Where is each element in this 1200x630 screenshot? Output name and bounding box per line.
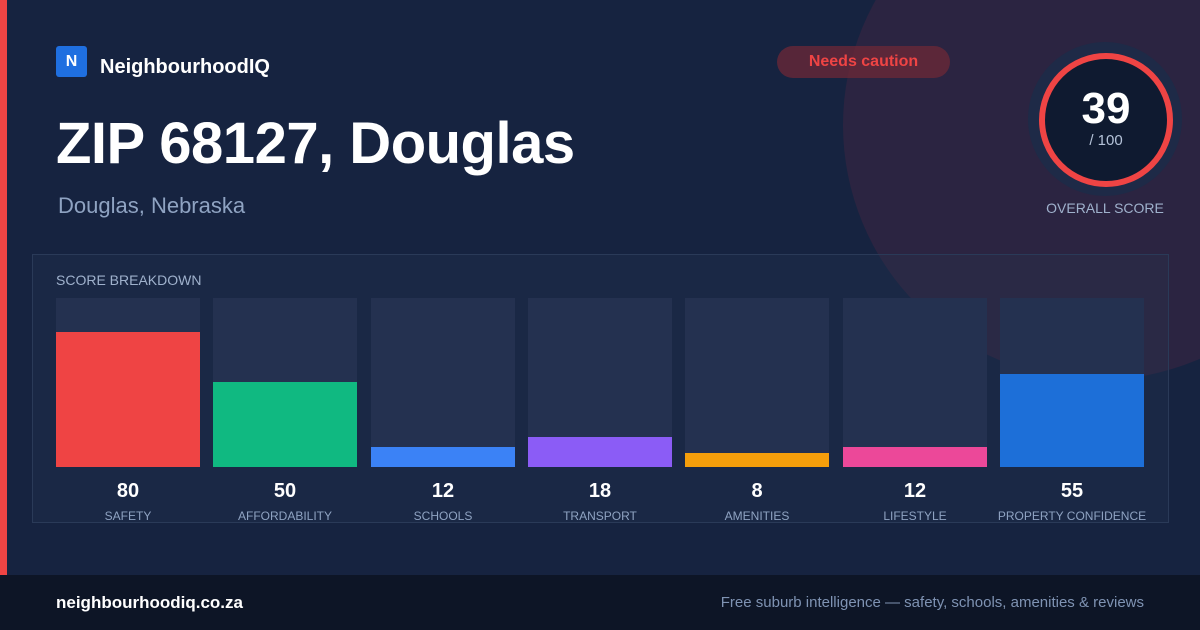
bar-value: 18 <box>588 480 612 502</box>
brand-name: NeighbourhoodIQ <box>100 56 270 78</box>
bar-label: SAFETY <box>104 509 152 523</box>
bar-value: 12 <box>903 480 927 502</box>
overall-score-label: OVERALL SCORE <box>1046 200 1164 216</box>
bar-value: 8 <box>751 480 763 502</box>
score-ring <box>1039 53 1173 187</box>
bar-fill-affordability <box>213 382 357 467</box>
footer-tagline: Free suburb intelligence — safety, schoo… <box>720 594 1144 611</box>
page-title: ZIP 68127, Douglas <box>56 111 575 176</box>
bar-label: LIFESTYLE <box>883 509 947 523</box>
overall-score-max: / 100 <box>1089 132 1123 149</box>
score-breakdown-heading: SCORE BREAKDOWN <box>56 272 202 288</box>
location-subtitle: Douglas, Nebraska <box>58 193 246 218</box>
bar-value: 50 <box>273 480 297 502</box>
bar-label: AFFORDABILITY <box>237 509 332 523</box>
bar-fill-amenities <box>685 453 829 467</box>
overall-score-value: 39 <box>1081 84 1131 133</box>
bar-track-affordability <box>213 298 357 467</box>
bar-value: 12 <box>431 480 455 502</box>
bar-track-schools <box>371 298 515 467</box>
bar-track-amenities <box>685 298 829 467</box>
bar-track-property-confidence <box>1000 298 1144 467</box>
bar-fill-safety <box>56 332 200 467</box>
bar-fill-lifestyle <box>843 447 987 467</box>
bar-fill-transport <box>528 437 672 467</box>
bar-track-transport <box>528 298 672 467</box>
bar-track-lifestyle <box>843 298 987 467</box>
bar-value: 80 <box>116 480 140 502</box>
bar-fill-property-confidence <box>1000 374 1144 467</box>
bar-value: 55 <box>1060 480 1084 502</box>
bar-label: SCHOOLS <box>413 509 473 523</box>
status-badge: Needs caution <box>777 46 950 78</box>
logo-icon: N <box>56 46 87 77</box>
bar-fill-schools <box>371 447 515 467</box>
bar-label: AMENITIES <box>724 509 790 523</box>
bar-label: TRANSPORT <box>563 509 637 523</box>
bar-label: PROPERTY CONFIDENCE <box>997 509 1147 523</box>
footer-url: neighbourhoodiq.co.za <box>56 593 243 612</box>
accent-stripe <box>0 0 7 575</box>
bar-track-safety <box>56 298 200 467</box>
footer <box>0 575 1200 630</box>
